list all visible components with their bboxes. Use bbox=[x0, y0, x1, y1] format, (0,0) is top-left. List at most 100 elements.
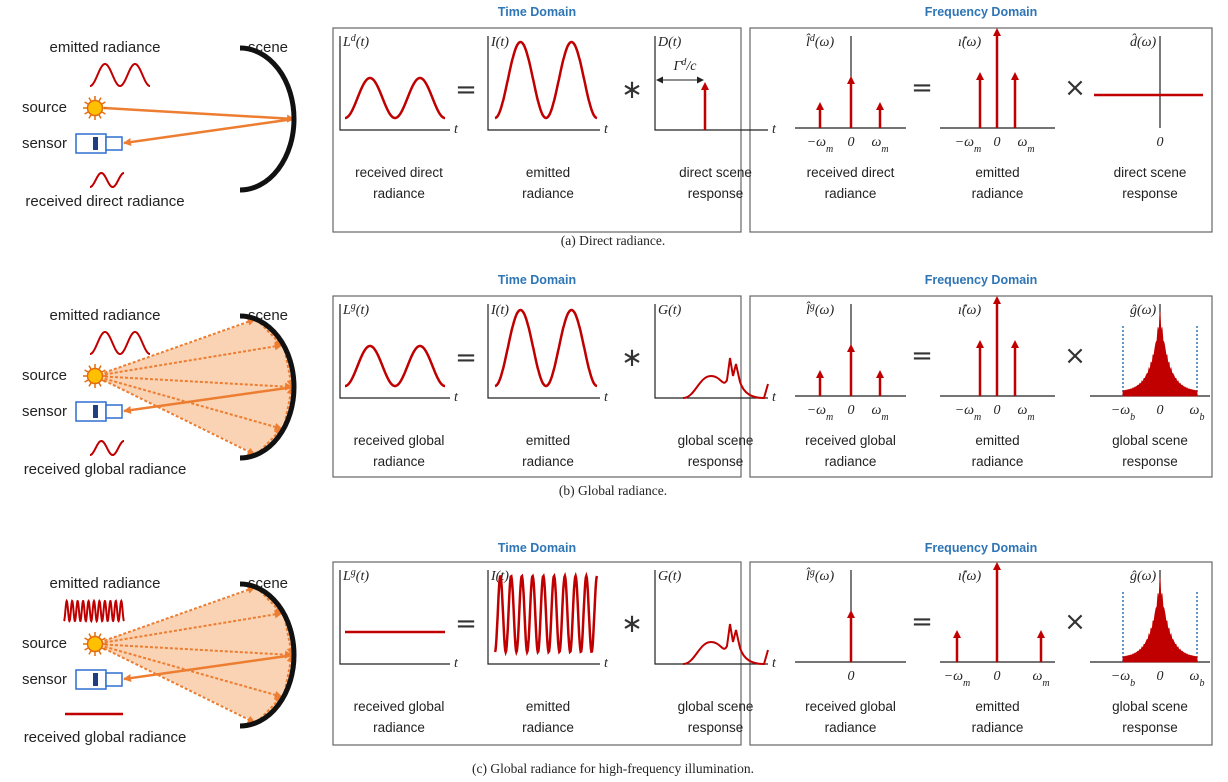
tick-label: −ωm bbox=[944, 669, 971, 689]
signal bbox=[493, 571, 599, 657]
plot-caption: received global bbox=[354, 699, 445, 714]
plot-axes bbox=[654, 36, 768, 131]
delay-annotation-base: Γ bbox=[672, 59, 682, 74]
plot-axes bbox=[654, 304, 768, 399]
plot-label-sup: d bbox=[351, 33, 357, 44]
tick-label-sub: m bbox=[963, 678, 970, 689]
source-icon bbox=[86, 635, 104, 653]
time-panel bbox=[332, 561, 742, 746]
tick-label: −ωb bbox=[1111, 403, 1135, 423]
plot-label-base: L bbox=[342, 303, 351, 318]
plot-caption: response bbox=[1122, 454, 1178, 469]
plot-label: G(t) bbox=[658, 303, 682, 318]
sun-ray bbox=[84, 111, 89, 115]
plot-label: G(t) bbox=[658, 569, 682, 584]
tick-label-sub: m bbox=[974, 412, 981, 423]
sun-ray bbox=[101, 379, 106, 383]
tick-label-sub: m bbox=[826, 144, 833, 155]
indirect-ray bbox=[94, 643, 293, 659]
response bbox=[682, 357, 769, 400]
tick-label: −ωb bbox=[1111, 669, 1135, 689]
plot-caption: global scene bbox=[1112, 433, 1188, 448]
tick-label: ωb bbox=[1190, 403, 1205, 423]
plot-caption: radiance bbox=[522, 186, 574, 201]
sun-ray bbox=[84, 101, 89, 105]
spectrum bbox=[1122, 577, 1198, 663]
op-conv: ∗ bbox=[621, 343, 643, 373]
source-icon bbox=[86, 99, 104, 117]
plot-caption: radiance bbox=[972, 186, 1024, 201]
delay-annotation-arg: /c bbox=[685, 59, 697, 74]
tick-label-sub: m bbox=[974, 144, 981, 155]
panel-title: Frequency Domain bbox=[925, 541, 1038, 555]
plot-caption: radiance bbox=[825, 720, 877, 735]
plot-label-arg: (t) bbox=[496, 303, 510, 318]
sensor-pixel bbox=[93, 673, 98, 686]
tick-label: ωm bbox=[1017, 135, 1034, 155]
sun-ray bbox=[84, 647, 89, 651]
panel-title: Time Domain bbox=[498, 273, 576, 287]
plot-label-base: G bbox=[658, 569, 668, 584]
emitted-wave bbox=[63, 598, 125, 624]
plot-label-base: I bbox=[490, 303, 497, 318]
sun-ray bbox=[98, 365, 102, 370]
sensor-label: sensor bbox=[22, 135, 67, 152]
panel-title: Time Domain bbox=[498, 5, 576, 19]
indirect-ray bbox=[94, 342, 283, 377]
plot-caption: radiance bbox=[373, 720, 425, 735]
tick-label: −ωm bbox=[807, 403, 834, 423]
tick-label-base: −ω bbox=[1111, 669, 1130, 684]
tick-label: 0 bbox=[994, 403, 1001, 418]
sun-ray bbox=[88, 650, 92, 655]
scene-surface bbox=[239, 313, 297, 461]
sun-ray bbox=[88, 365, 92, 370]
plot-label-arg: (ω) bbox=[962, 569, 982, 584]
plot-label-sup: g bbox=[351, 301, 356, 312]
received-label: received global radiance bbox=[24, 461, 187, 478]
plot-label: ĝ(ω) bbox=[1130, 303, 1157, 318]
axis-label: t bbox=[454, 122, 459, 137]
source-label: source bbox=[22, 367, 67, 384]
delay-annotation: Γd/c bbox=[672, 57, 697, 75]
plot-label: Lg(t) bbox=[342, 567, 369, 585]
panel-title: Frequency Domain bbox=[925, 273, 1038, 287]
plot-axes bbox=[487, 570, 600, 665]
axis-label: t bbox=[772, 656, 777, 671]
tick-label-base: ω bbox=[871, 135, 881, 150]
plot-axes bbox=[487, 304, 600, 399]
sun-ray bbox=[84, 369, 89, 373]
scene-surface bbox=[239, 581, 297, 729]
plot-label: Lg(t) bbox=[342, 301, 369, 319]
tick-label-base: −ω bbox=[944, 669, 963, 684]
sensor-lens bbox=[105, 672, 123, 687]
plot-label: D(t) bbox=[657, 35, 682, 50]
plot-label-arg: (t) bbox=[356, 303, 370, 318]
plot-label-base: I bbox=[490, 569, 497, 584]
signal bbox=[345, 344, 445, 388]
tick-label-sub: b bbox=[1130, 412, 1135, 423]
response bbox=[682, 623, 769, 666]
sun-ray bbox=[101, 637, 106, 641]
plot-axes bbox=[339, 304, 450, 399]
plot-label: l̂g(ω) bbox=[806, 301, 834, 319]
sun-ray bbox=[88, 97, 92, 102]
plot-caption: response bbox=[688, 186, 744, 201]
plot-label-sup: g bbox=[810, 301, 815, 312]
tick-label: −ωm bbox=[955, 135, 982, 155]
tick-label-base: ω bbox=[1017, 135, 1027, 150]
emitted-label: emitted radiance bbox=[50, 39, 161, 56]
op-eq: = bbox=[455, 609, 477, 639]
signal bbox=[494, 40, 598, 120]
axis-label: t bbox=[772, 390, 777, 405]
tick-label: 0 bbox=[994, 135, 1001, 150]
plot-label-arg: (t) bbox=[356, 35, 370, 50]
plot-label: l̂g(ω) bbox=[806, 567, 834, 585]
plot-label-arg: (ω) bbox=[962, 35, 982, 50]
plot-label-arg: (ω) bbox=[1137, 569, 1157, 584]
plot-label-base: l̂ bbox=[806, 567, 811, 584]
plot-label-base: l̂ bbox=[806, 301, 811, 318]
sun-ray bbox=[84, 379, 89, 383]
tick-label: 0 bbox=[1157, 669, 1164, 684]
plot-label-arg: (t) bbox=[356, 569, 370, 584]
frequency-panel bbox=[749, 295, 1213, 478]
